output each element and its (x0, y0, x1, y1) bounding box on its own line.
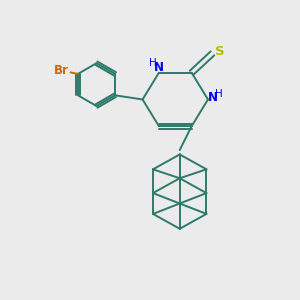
Text: S: S (215, 45, 225, 58)
Text: H: H (215, 88, 223, 98)
Text: N: N (154, 61, 164, 74)
Text: Br: Br (54, 64, 69, 77)
Text: N: N (207, 92, 218, 104)
Text: H: H (148, 58, 156, 68)
